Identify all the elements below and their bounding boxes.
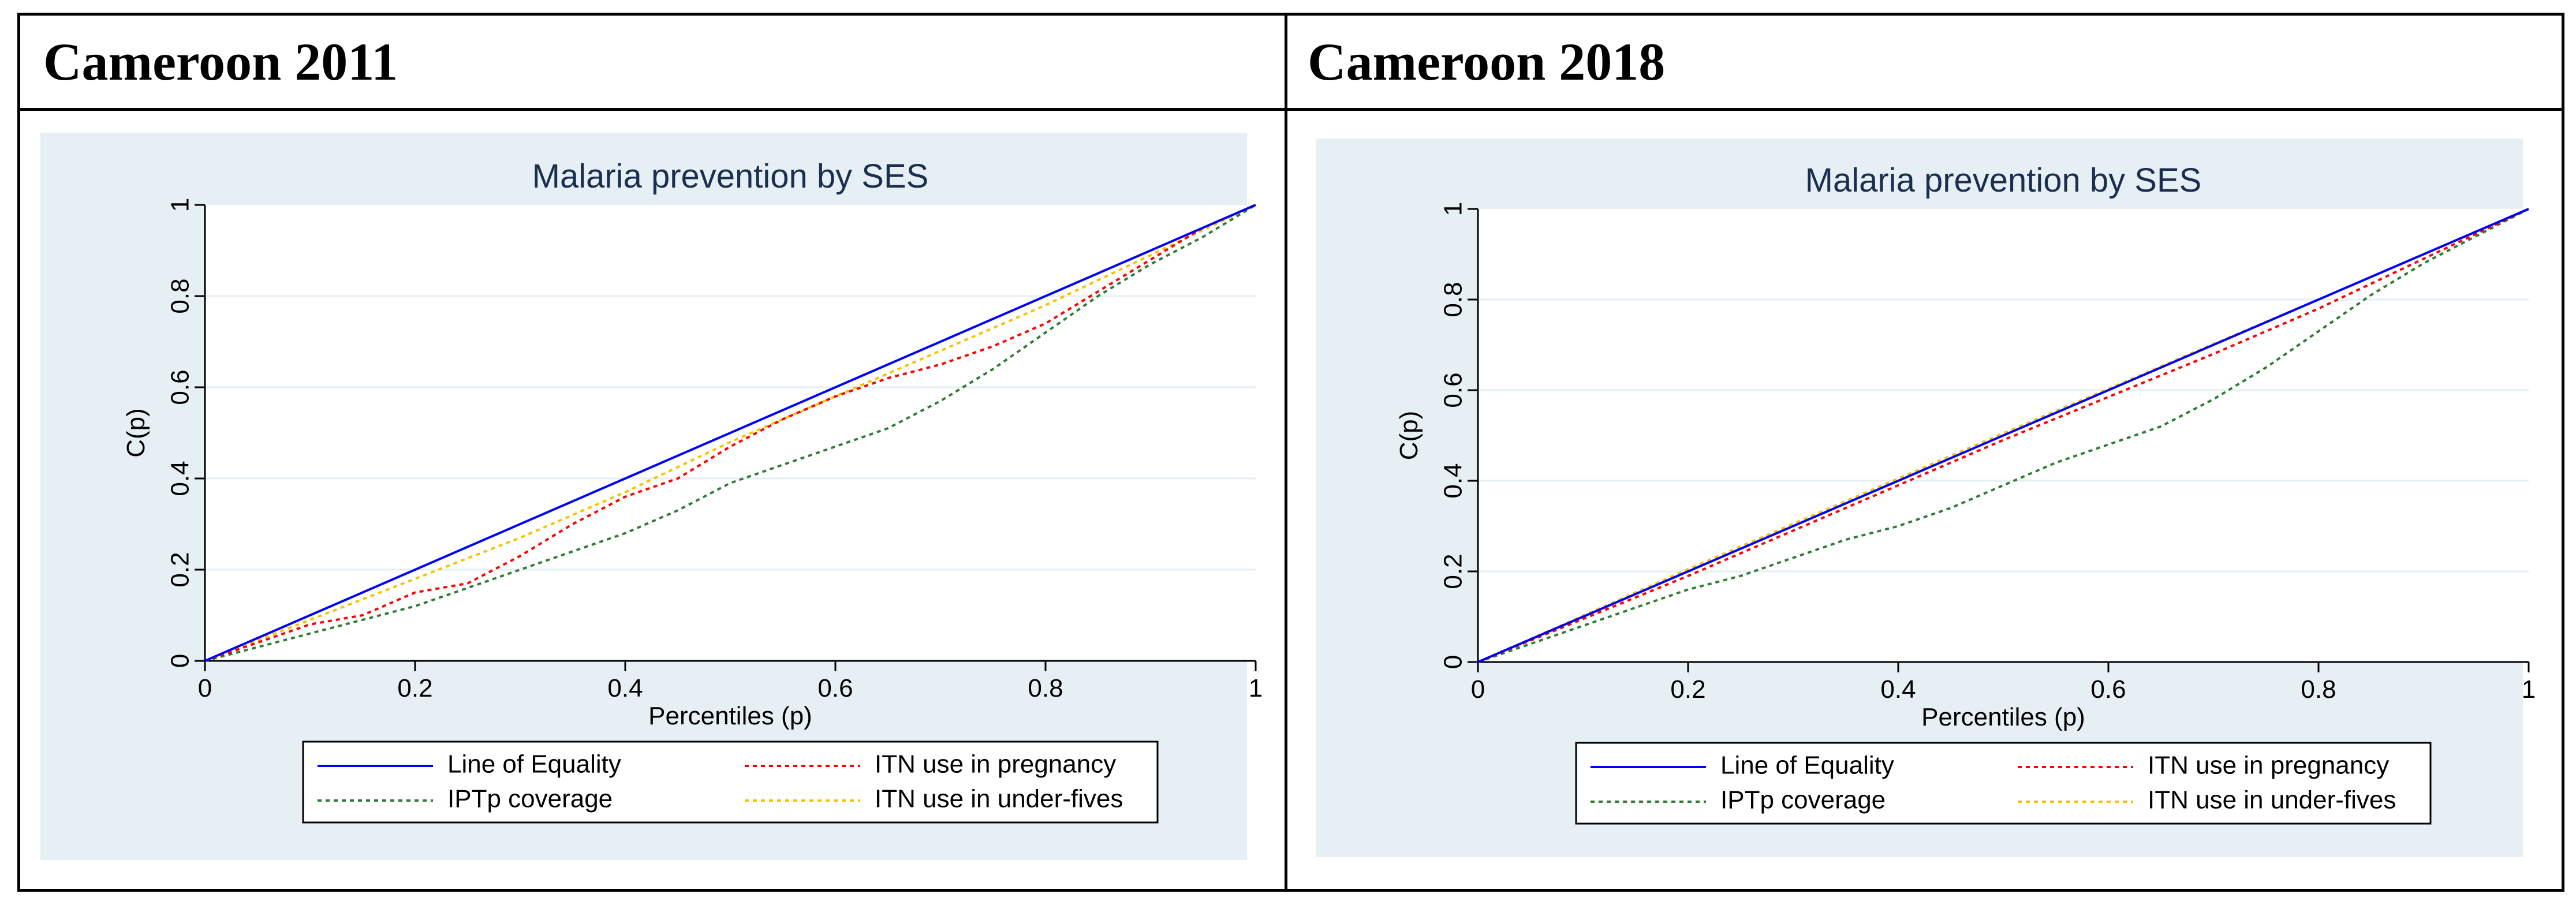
series-line-iptp-coverage (204, 204, 1257, 662)
series-line-itn-use-in-pregnancy (1477, 208, 2529, 663)
legend-label-itn-use-in-pregnancy: ITN use in pregnancy (2148, 751, 2389, 780)
x-tick-label: 1 (1249, 674, 1263, 702)
y-tick-label: 0.8 (166, 278, 195, 313)
x-tick-label: 0 (198, 674, 212, 702)
y-tick-label: 1 (1439, 202, 1468, 216)
legend-label-itn-use-in-under-fives: ITN use in under-fives (875, 785, 1123, 813)
x-tick-label: 0.6 (817, 674, 853, 702)
legend-label-iptp-coverage: IPTp coverage (447, 785, 613, 813)
x-tick-label: 1 (2522, 675, 2536, 704)
y-tick-label: 0.6 (166, 369, 195, 405)
series-line-itn-use-in-under-fives (204, 204, 1256, 662)
column-divider (1285, 16, 1287, 889)
y-tick-label: 0.2 (1439, 554, 1468, 589)
chart-panel-2018: Malaria prevention by SES 0 0.2 0.4 0.6 0.8 1 0… (1316, 139, 2536, 857)
y-tick-label: 0.4 (166, 461, 195, 496)
y-tick-label: 0 (1439, 655, 1468, 669)
y-tick-label: 0.4 (1439, 463, 1468, 498)
x-tick-label: 0.4 (607, 674, 643, 702)
y-tick-label: 0 (166, 654, 195, 668)
x-axis-title: Percentiles (p) (648, 702, 812, 730)
legend-box (1575, 742, 2432, 825)
x-tick-label: 0.6 (2090, 675, 2126, 704)
y-axis-title: C(p) (1395, 411, 1423, 461)
y-axis-title: C(p) (122, 408, 150, 458)
chart-title: Malaria prevention by SES (1805, 162, 2202, 199)
legend-box (302, 741, 1159, 824)
x-tick-label: 0 (1471, 675, 1485, 704)
figure-table: Cameroon 2011 Cameroon 2018 (17, 13, 2564, 892)
legend-label-line-of-equality: Line of Equality (447, 750, 621, 779)
header-divider (20, 108, 2562, 111)
x-tick-label: 0.8 (1028, 674, 1063, 702)
chart-title: Malaria prevention by SES (532, 158, 929, 195)
legend-label-iptp-coverage: IPTp coverage (1720, 786, 1886, 814)
panel-heading-2018: Cameroon 2018 (1308, 32, 1666, 91)
series-line-line-of-equality (1477, 208, 2529, 663)
x-tick-label: 0.4 (1880, 675, 1916, 704)
y-tick-label: 1 (166, 198, 195, 212)
series-line-line-of-equality (204, 204, 1256, 662)
x-tick-label: 0.2 (1670, 675, 1705, 704)
legend-label-itn-use-in-under-fives: ITN use in under-fives (2148, 786, 2396, 814)
y-tick-label: 0.2 (166, 552, 195, 587)
legend-label-line-of-equality: Line of Equality (1720, 751, 1894, 780)
chart-panel-2011: Malaria prevention by SES 0 0.2 0.4 0.6 0.8 1 0… (40, 133, 1263, 860)
x-tick-label: 0.8 (2301, 675, 2336, 704)
x-axis-title: Percentiles (p) (1921, 703, 2085, 731)
y-tick-label: 0.6 (1439, 372, 1468, 407)
x-tick-label: 0.2 (397, 674, 432, 702)
legend-label-itn-use-in-pregnancy: ITN use in pregnancy (875, 750, 1116, 779)
panel-heading-2011: Cameroon 2011 (43, 32, 398, 91)
y-tick-label: 0.8 (1439, 282, 1468, 317)
